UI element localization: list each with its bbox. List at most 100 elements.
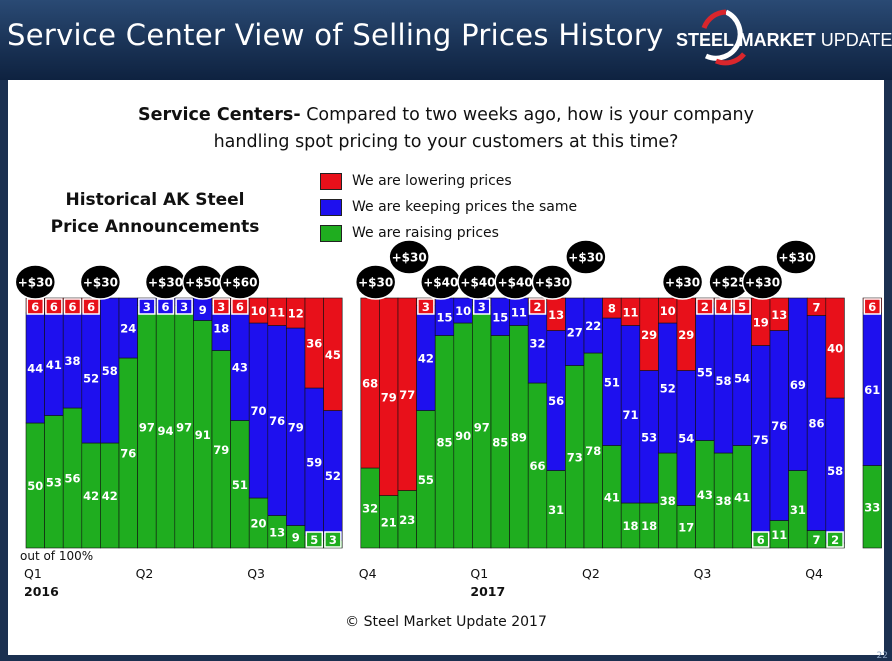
value-label: 10 xyxy=(660,304,676,318)
value-label: 41 xyxy=(46,358,62,372)
value-label: 53 xyxy=(46,475,62,489)
value-label: 18 xyxy=(213,322,229,336)
x-tick-label: Q3 xyxy=(247,566,265,581)
announcement-label: +$40 xyxy=(498,276,533,290)
value-label: 41 xyxy=(604,490,620,504)
chart: 5044653416563864252642587624973946973919… xyxy=(14,239,882,599)
legend-swatch-green xyxy=(320,225,342,242)
value-label: 38 xyxy=(64,354,80,368)
announcement-bubble xyxy=(661,264,704,300)
value-label: 3 xyxy=(217,300,225,314)
announcements-title-line-2: Price Announcements xyxy=(50,217,260,237)
announcement-bubble xyxy=(741,264,784,300)
announcement-label: +$50 xyxy=(185,276,220,290)
announcement-bubble xyxy=(219,264,261,300)
value-label: 56 xyxy=(64,472,80,486)
value-label: 6 xyxy=(868,300,876,314)
x-tick-label: Q2 xyxy=(582,566,600,581)
value-label: 9 xyxy=(199,303,207,317)
value-label: 58 xyxy=(715,374,731,388)
value-label: 6 xyxy=(87,300,95,314)
value-badge xyxy=(212,298,231,315)
value-label: 68 xyxy=(362,377,378,391)
value-label: 11 xyxy=(269,305,285,319)
value-label: 6 xyxy=(161,300,169,314)
value-label: 18 xyxy=(622,519,638,533)
question-line-1: Compared to two weeks ago, how is your c… xyxy=(306,105,754,125)
value-badge xyxy=(751,531,770,548)
value-label: 3 xyxy=(180,300,188,314)
value-label: 52 xyxy=(660,382,676,396)
value-label: 85 xyxy=(492,435,508,449)
value-badge xyxy=(733,298,751,315)
value-label: 22 xyxy=(585,319,601,333)
value-label: 43 xyxy=(697,488,713,502)
announcement-label: +$30 xyxy=(568,251,603,265)
value-label: 43 xyxy=(232,360,248,374)
value-label: 97 xyxy=(474,420,490,434)
bar-group: 5044653416563864252642587624973946973919… xyxy=(25,297,882,549)
value-badge xyxy=(696,298,714,315)
value-label: 10 xyxy=(250,304,266,318)
value-label: 5 xyxy=(310,533,318,547)
value-label: 55 xyxy=(418,473,434,487)
value-label: 10 xyxy=(455,304,471,318)
x-tick-label: Q1 xyxy=(24,566,42,581)
bar-lowering xyxy=(323,297,343,411)
value-label: 17 xyxy=(678,520,694,534)
value-label: 41 xyxy=(734,490,750,504)
announcement-label: +$30 xyxy=(665,276,700,290)
y-axis-caption: out of 100% xyxy=(20,549,93,563)
value-label: 78 xyxy=(585,444,601,458)
value-label: 24 xyxy=(120,322,136,336)
value-badge xyxy=(63,298,82,315)
value-label: 42 xyxy=(83,489,99,503)
value-label: 9 xyxy=(292,530,300,544)
value-badge xyxy=(417,298,435,315)
copyright-notice: © Steel Market Update 2017 xyxy=(345,614,547,630)
announcement-label: +$60 xyxy=(222,276,257,290)
value-label: 3 xyxy=(422,300,430,314)
legend-label-same: We are keeping prices the same xyxy=(352,199,578,215)
announcement-bubble xyxy=(14,264,57,300)
value-label: 2 xyxy=(533,300,541,314)
announcements-title-line-1: Historical AK Steel xyxy=(65,190,245,210)
value-label: 59 xyxy=(306,455,322,469)
slide-title: Service Center View of Selling Prices Hi… xyxy=(7,18,664,52)
value-label: 20 xyxy=(250,517,266,531)
value-label: 77 xyxy=(399,388,415,402)
value-label: 13 xyxy=(269,525,285,539)
legend-swatch-blue xyxy=(320,199,342,216)
brand-gear-icon xyxy=(701,9,746,66)
value-label: 7 xyxy=(812,300,820,314)
value-label: 27 xyxy=(567,325,583,339)
value-label: 40 xyxy=(827,342,843,356)
announcement-label: +$30 xyxy=(83,276,118,290)
value-label: 76 xyxy=(269,414,285,428)
value-label: 51 xyxy=(232,478,248,492)
survey-question: Service Centers- Compared to two weeks a… xyxy=(8,102,884,156)
value-label: 7 xyxy=(812,533,820,547)
value-label: 3 xyxy=(143,300,151,314)
value-label: 55 xyxy=(697,365,713,379)
x-tick-year: 2016 xyxy=(24,584,59,599)
value-label: 29 xyxy=(678,328,694,342)
legend-label-lowering: We are lowering prices xyxy=(352,173,512,189)
value-label: 89 xyxy=(511,430,527,444)
slide-number: 22 xyxy=(876,651,888,661)
value-label: 12 xyxy=(288,307,304,321)
value-badge xyxy=(82,298,100,315)
value-label: 52 xyxy=(83,372,99,386)
value-label: 54 xyxy=(678,432,694,446)
value-label: 3 xyxy=(478,300,486,314)
value-label: 42 xyxy=(418,352,434,366)
announcement-label: +$30 xyxy=(18,276,53,290)
value-badge xyxy=(138,298,156,315)
x-tick-label: Q3 xyxy=(694,566,712,581)
value-label: 8 xyxy=(608,302,616,316)
announcement-bubble xyxy=(531,264,574,300)
value-badge xyxy=(324,531,342,548)
x-tick-label: Q4 xyxy=(805,566,823,581)
value-badge xyxy=(305,531,324,548)
value-label: 61 xyxy=(864,383,880,397)
